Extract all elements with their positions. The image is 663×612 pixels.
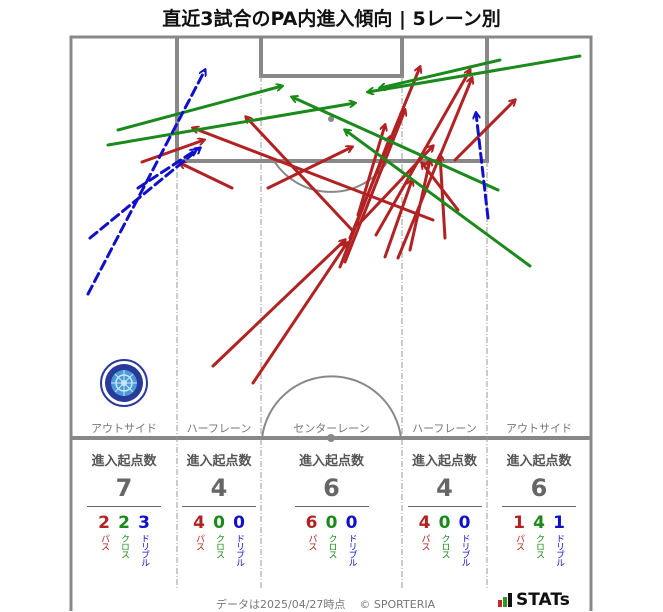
pass-count: 1 [513,513,525,533]
dribble-label: ドリブル [139,534,149,566]
divider [182,506,256,507]
cross-count: 2 [118,513,130,533]
divider [407,506,482,507]
entry-origin-total: 6 [323,474,340,502]
dribble-count: 1 [553,513,565,533]
pass-label: パス [194,534,204,550]
lane-label-center: センターレーン [293,422,370,435]
data-date: データは2025/04/27時点 [216,598,346,611]
copyright: © SPORTERIA [359,598,436,611]
center-circle [261,375,402,439]
pass-label: パス [306,534,317,550]
divider [502,506,576,507]
cross-label: クロス [439,534,450,558]
pass-count: 4 [193,513,205,533]
dribble-count: 0 [458,513,471,533]
dribble-label: ドリブル [234,534,244,566]
entry-origin-header: 進入起点数 [506,454,572,469]
pass-arrow [140,140,204,164]
pass-arrow [251,243,347,385]
lane-label-outside-left: アウトサイド [91,422,157,435]
entry-origin-header: 進入起点数 [411,454,477,469]
cross-arrow [292,97,500,192]
dribble-count: 0 [233,513,245,533]
lane-label-halfspace-left: ハーフレーン [186,422,252,435]
entry-origin-header: 進入起点数 [186,454,252,469]
dribble-arrow [88,148,200,240]
stats-brand-logo: STATs [498,590,570,610]
pass-arrow [343,110,405,264]
lane-label-halfspace-right: ハーフレーン [412,422,477,435]
pass-arrow [396,78,472,260]
pass-label: パス [419,534,430,550]
cross-count: 0 [213,513,225,533]
center-spot [327,434,335,442]
penalty-spot [328,116,334,122]
dribble-label: ドリブル [554,534,564,566]
dribble-label: ドリブル [459,534,470,566]
entry-origin-total: 7 [115,474,133,502]
pass-count: 2 [98,513,110,533]
dribble-label: ドリブル [346,534,357,566]
penalty-area [175,37,489,163]
pass-arrow [266,147,352,190]
pass-arrow [453,100,515,162]
cross-count: 4 [533,513,545,533]
dribble-count: 3 [138,513,150,533]
lane-stats-halfspace-right: 進入起点数 4 4 パス 0 クロス 0 ドリブル [402,450,487,566]
lane-stats-halfspace-left: 進入起点数 4 4 パス 0 クロス 0 ドリブル [177,450,261,566]
entry-origin-total: 4 [436,474,453,502]
cross-label: クロス [534,534,544,558]
entry-origin-header: 進入起点数 [298,454,364,469]
entry-arrows [86,54,582,385]
divider [294,506,369,507]
pass-arrow [356,146,433,227]
cross-arrow [368,54,582,92]
pass-arrow [374,70,470,237]
entry-origin-total: 6 [530,474,548,502]
pass-count: 6 [305,513,318,533]
lane-stats-outside-left: 進入起点数 7 2 パス 2 クロス 3 ドリブル [74,450,174,566]
pass-arrow [383,180,412,259]
pass-arrow [408,160,430,252]
entry-origin-header: 進入起点数 [91,454,157,469]
cross-count: 0 [438,513,451,533]
cross-arrow [106,103,355,147]
dribble-arrow [476,113,490,220]
pass-arrow [440,155,447,240]
pass-count: 4 [418,513,431,533]
cross-arrow [345,130,532,268]
team-logo [100,359,148,407]
entry-origin-total: 4 [210,474,228,502]
cross-label: クロス [326,534,337,558]
lane-stats-outside-right: 進入起点数 6 1 パス 4 クロス 1 ドリブル [487,450,591,566]
cross-label: クロス [119,534,129,558]
divider [87,506,161,507]
pass-arrow [211,240,345,368]
pass-arrow [246,117,354,232]
pass-label: パス [514,534,524,550]
brand-name: STATs [516,590,570,610]
pass-label: パス [99,534,109,550]
pass-arrow [356,125,385,217]
pass-arrow [193,128,435,222]
pass-arrow [180,163,234,190]
footer-credit: データは2025/04/27時点 © SPORTERIA [216,596,435,612]
cross-count: 0 [325,513,338,533]
cross-arrow [380,58,502,88]
cross-label: クロス [214,534,224,558]
dribble-count: 0 [345,513,358,533]
lane-stats-center: 進入起点数 6 6 パス 0 クロス 0 ドリブル [261,450,402,566]
cross-arrow [116,86,282,132]
lane-label-outside-right: アウトサイド [506,422,572,435]
chart-title: 直近3試合のPA内進入傾向 | 5レーン別 [162,8,501,30]
pitch-boundary [69,35,593,611]
goal-area [259,37,404,78]
dribble-arrow [136,150,196,190]
bar-chart-icon [498,593,512,607]
